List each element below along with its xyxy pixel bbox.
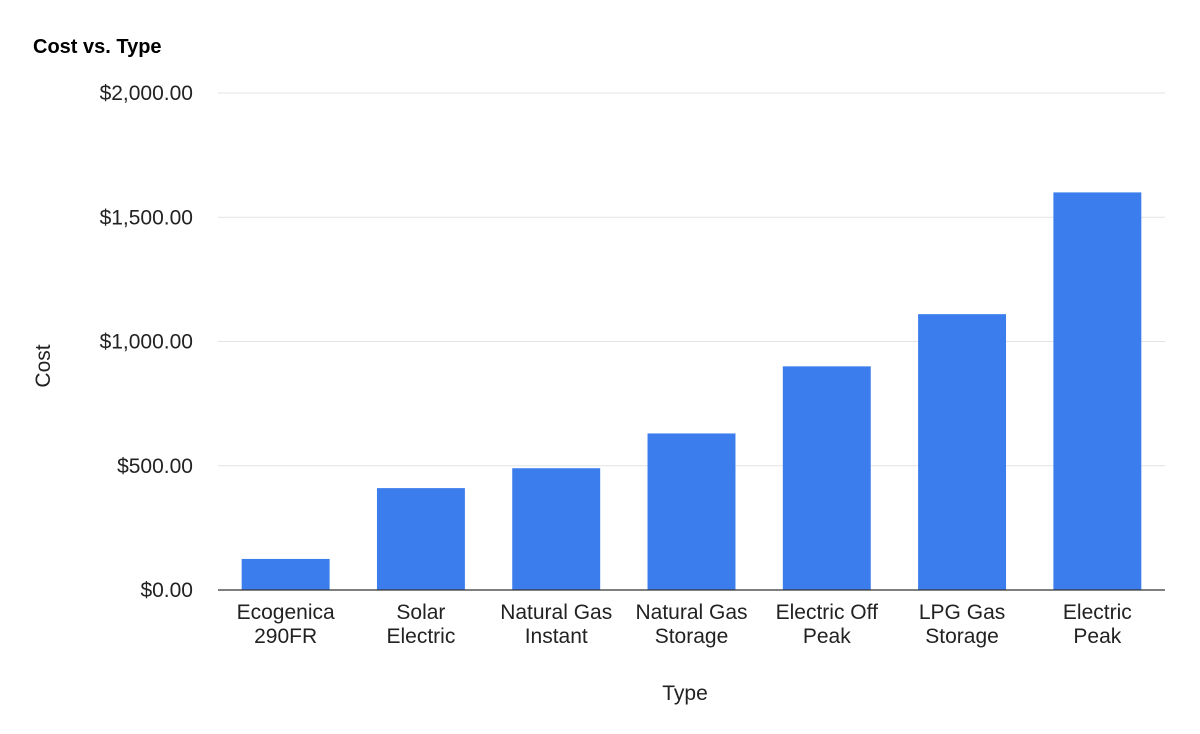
- x-category-label-line: Peak: [803, 625, 851, 648]
- bar: [918, 314, 1007, 590]
- bar: [512, 468, 601, 590]
- bar: [1053, 192, 1142, 590]
- x-category-label-line: Natural Gas: [635, 601, 747, 624]
- x-category-label-line: Instant: [525, 625, 588, 648]
- y-axis-title: Cost: [32, 344, 55, 387]
- x-category-label: Natural Gas Storage: [635, 601, 747, 648]
- x-category-label-line: Peak: [1073, 625, 1121, 648]
- y-axis-tick-labels: $0.00 $500.00 $1,000.00 $1,500.00 $2,000.00: [100, 82, 193, 602]
- x-category-label-line: Electric: [1063, 601, 1132, 624]
- x-category-label: Natural Gas Instant: [500, 601, 612, 648]
- x-category-label: LPG Gas Storage: [919, 601, 1005, 648]
- bars: [241, 192, 1142, 590]
- bar: [241, 558, 330, 590]
- x-category-label: Electric Off Peak: [776, 601, 878, 648]
- bar: [647, 433, 736, 590]
- x-category-label-line: Storage: [655, 625, 729, 648]
- gridlines: [218, 92, 1165, 467]
- chart-title: Cost vs. Type: [33, 36, 162, 58]
- x-axis-title: Type: [662, 682, 708, 705]
- x-category-label-line: Ecogenica: [237, 601, 335, 624]
- bar: [782, 366, 871, 590]
- x-category-label: Ecogenica 290FR: [237, 601, 335, 648]
- x-category-label: Electric Peak: [1063, 601, 1132, 648]
- x-category-label-line: Natural Gas: [500, 601, 612, 624]
- x-category-label-line: LPG Gas: [919, 601, 1005, 624]
- x-category-label-line: Electric Off: [776, 601, 878, 624]
- x-category-label-line: Electric: [386, 625, 455, 648]
- y-tick-label: $500.00: [117, 455, 193, 478]
- y-tick-label: $2,000.00: [100, 82, 193, 105]
- bar: [376, 488, 465, 590]
- y-tick-label: $1,500.00: [100, 206, 193, 229]
- x-category-label: Solar Electric: [386, 601, 455, 648]
- y-tick-label: $0.00: [140, 579, 193, 602]
- y-tick-label: $1,000.00: [100, 331, 193, 354]
- x-category-label-line: Storage: [925, 625, 999, 648]
- x-category-label-line: Solar: [396, 601, 445, 624]
- x-category-label-line: 290FR: [254, 625, 317, 648]
